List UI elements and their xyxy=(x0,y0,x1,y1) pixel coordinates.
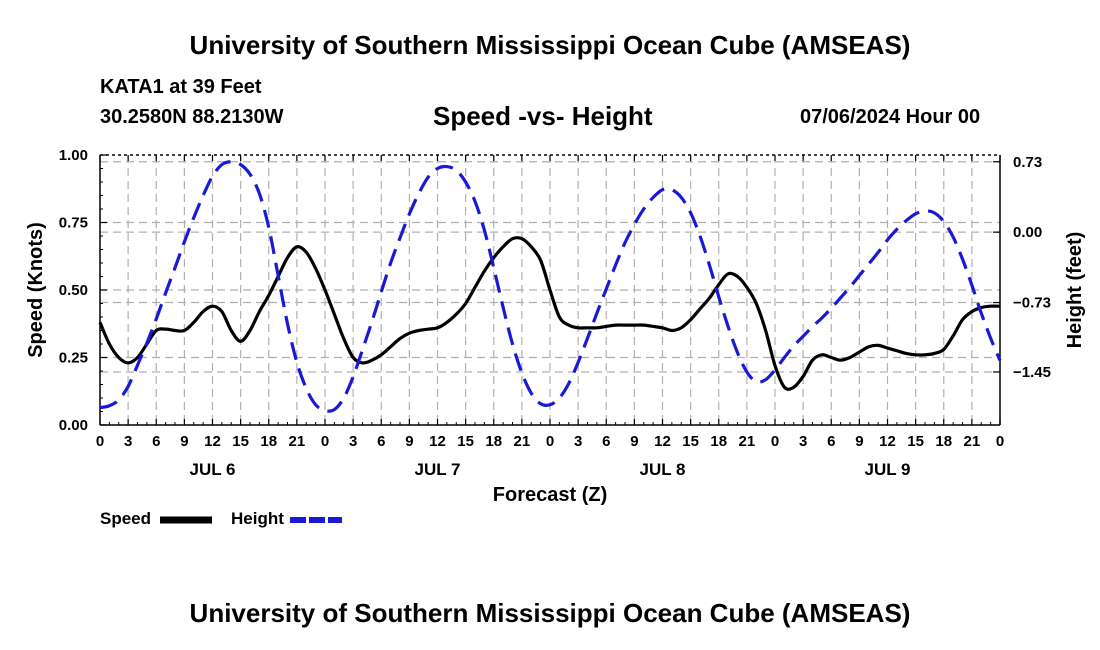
x-tick-label: 21 xyxy=(964,433,981,450)
x-tick-label: 21 xyxy=(514,433,531,450)
day-label: JUL 7 xyxy=(415,460,461,479)
day-label: JUL 8 xyxy=(640,460,686,479)
y2-axis-label: Height (feet) xyxy=(1064,232,1086,349)
x-tick-label: 9 xyxy=(180,433,188,450)
x-tick-label: 12 xyxy=(654,433,671,450)
x-tick-label: 6 xyxy=(827,433,835,450)
x-tick-label: 18 xyxy=(710,433,727,450)
x-tick-label: 9 xyxy=(855,433,863,450)
y-tick-label: 1.00 xyxy=(59,147,88,164)
x-tick-label: 12 xyxy=(879,433,896,450)
y-tick-label: 0.75 xyxy=(59,215,88,232)
x-tick-label: 0 xyxy=(771,433,779,450)
y2-tick-label: −0.73 xyxy=(1013,295,1051,312)
x-tick-label: 3 xyxy=(124,433,132,450)
x-tick-label: 0 xyxy=(546,433,554,450)
x-tick-label: 15 xyxy=(907,433,924,450)
legend-height-label: Height xyxy=(231,509,284,528)
footer-title: University of Southern Mississippi Ocean… xyxy=(189,598,911,628)
x-tick-label: 3 xyxy=(349,433,357,450)
x-tick-label: 6 xyxy=(602,433,610,450)
y-axis-label: Speed (Knots) xyxy=(25,222,47,358)
x-tick-label: 18 xyxy=(485,433,502,450)
day-label: JUL 6 xyxy=(190,460,236,479)
speed-series-line xyxy=(98,236,1001,391)
x-tick-label: 6 xyxy=(377,433,385,450)
x-tick-label: 21 xyxy=(289,433,306,450)
x-tick-label: 12 xyxy=(429,433,446,450)
page-title: University of Southern Mississippi Ocean… xyxy=(189,30,911,60)
x-tick-label: 15 xyxy=(232,433,249,450)
x-tick-label: 3 xyxy=(799,433,807,450)
y2-tick-label: 0.73 xyxy=(1013,154,1042,171)
x-tick-label: 6 xyxy=(152,433,160,450)
forecast-datetime: 07/06/2024 Hour 00 xyxy=(800,106,981,128)
x-tick-label: 18 xyxy=(935,433,952,450)
x-tick-label: 12 xyxy=(204,433,221,450)
x-tick-label: 9 xyxy=(405,433,413,450)
x-tick-label: 3 xyxy=(574,433,582,450)
x-tick-label: 0 xyxy=(96,433,104,450)
x-tick-label: 18 xyxy=(260,433,277,450)
x-tick-label: 9 xyxy=(630,433,638,450)
y-tick-label: 0.00 xyxy=(59,417,88,434)
station-name: KATA1 at 39 Feet xyxy=(100,76,262,98)
height-series-line xyxy=(99,160,1002,413)
x-tick-label: 0 xyxy=(996,433,1004,450)
x-axis-label: Forecast (Z) xyxy=(493,484,607,506)
station-coordinates: 30.2580N 88.2130W xyxy=(100,106,284,128)
x-tick-label: 15 xyxy=(682,433,699,450)
x-tick-label: 0 xyxy=(321,433,329,450)
y-tick-label: 0.25 xyxy=(59,350,88,367)
y2-tick-label: −1.45 xyxy=(1013,364,1051,381)
legend-speed-label: Speed xyxy=(100,509,152,528)
x-tick-label: 21 xyxy=(739,433,756,450)
x-tick-label: 15 xyxy=(457,433,474,450)
day-label: JUL 9 xyxy=(865,460,911,479)
chart-subtitle: Speed -vs- Height xyxy=(433,101,653,131)
y-tick-label: 0.50 xyxy=(59,282,88,299)
y2-tick-label: 0.00 xyxy=(1013,224,1042,241)
